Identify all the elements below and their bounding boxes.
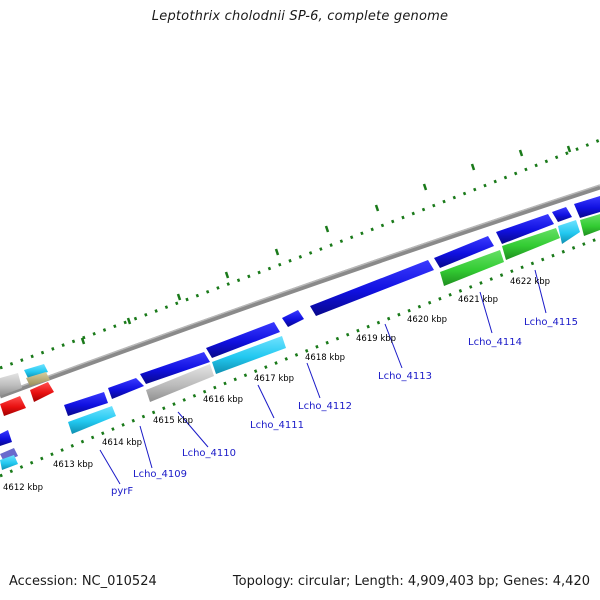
- label-leaders: [99, 269, 547, 485]
- gene-arrow: [0, 396, 26, 416]
- gene-arrow: [140, 352, 210, 384]
- gene-arrow: [108, 378, 144, 399]
- gene-arrow: [146, 364, 214, 402]
- gene-label[interactable]: Lcho_4113: [378, 371, 432, 382]
- kbp-labels: 4612 kbp 4613 kbp 4614 kbp 4615 kbp 4616 kbp…: [3, 277, 550, 493]
- gene-arrow: [64, 392, 108, 416]
- kbp-label: 4622 kbp: [510, 277, 550, 287]
- map-title: Leptothrix cholodnii SP-6, complete geno…: [151, 9, 449, 24]
- gene-arrow: [502, 228, 560, 260]
- gene-label[interactable]: Lcho_4110: [182, 448, 236, 459]
- gene-arrow: [30, 382, 54, 402]
- gene-arrow: [0, 373, 22, 396]
- gene-arrow: [580, 214, 600, 236]
- gene-arrow: [440, 250, 504, 286]
- kbp-label: 4614 kbp: [102, 438, 142, 448]
- gene-arrow: [434, 236, 494, 268]
- inner-tick-ring: [0, 236, 600, 478]
- left-edge-features: [0, 364, 54, 416]
- gene-label[interactable]: Lcho_4115: [524, 317, 578, 328]
- gene-arrow: [0, 430, 12, 446]
- gene-arrow: [206, 322, 280, 358]
- outer-major-ticks: [80, 145, 572, 345]
- gene-arrow: [496, 214, 554, 244]
- gene-label[interactable]: Lcho_4112: [298, 401, 352, 412]
- kbp-label: 4619 kbp: [356, 334, 396, 344]
- gene-label[interactable]: Lcho_4111: [250, 420, 304, 431]
- gene-arrow: [212, 336, 286, 374]
- kbp-label: 4621 kbp: [458, 295, 498, 305]
- kbp-label: 4616 kbp: [203, 395, 243, 405]
- kbp-label: 4613 kbp: [53, 460, 93, 470]
- gene-arrow: [68, 406, 116, 434]
- gene-label[interactable]: pyrF: [111, 486, 133, 497]
- kbp-label: 4620 kbp: [407, 315, 447, 325]
- reverse-genes: [0, 214, 600, 470]
- kbp-label: 4618 kbp: [305, 353, 345, 363]
- accession-text: Accession: NC_010524: [9, 574, 157, 589]
- gene-arrow: [0, 455, 18, 470]
- kbp-label: 4617 kbp: [254, 374, 294, 384]
- outer-tick-ring: [0, 138, 600, 370]
- gene-label[interactable]: Lcho_4114: [468, 337, 522, 348]
- gene-arrow: [282, 310, 304, 327]
- gene-arrow: [552, 207, 572, 222]
- gene-arrow: [574, 196, 600, 218]
- kbp-label: 4612 kbp: [3, 483, 43, 493]
- kbp-label: 4615 kbp: [153, 416, 193, 426]
- gene-arrow: [26, 372, 50, 386]
- gene-label[interactable]: Lcho_4109: [133, 469, 187, 480]
- forward-genes: [0, 196, 600, 446]
- genome-backbone: [0, 184, 600, 399]
- gene-arrow: [24, 364, 48, 378]
- summary-text: Topology: circular; Length: 4,909,403 bp…: [232, 574, 590, 589]
- gene-arrow: [310, 260, 434, 316]
- gene-arrow: [558, 220, 580, 244]
